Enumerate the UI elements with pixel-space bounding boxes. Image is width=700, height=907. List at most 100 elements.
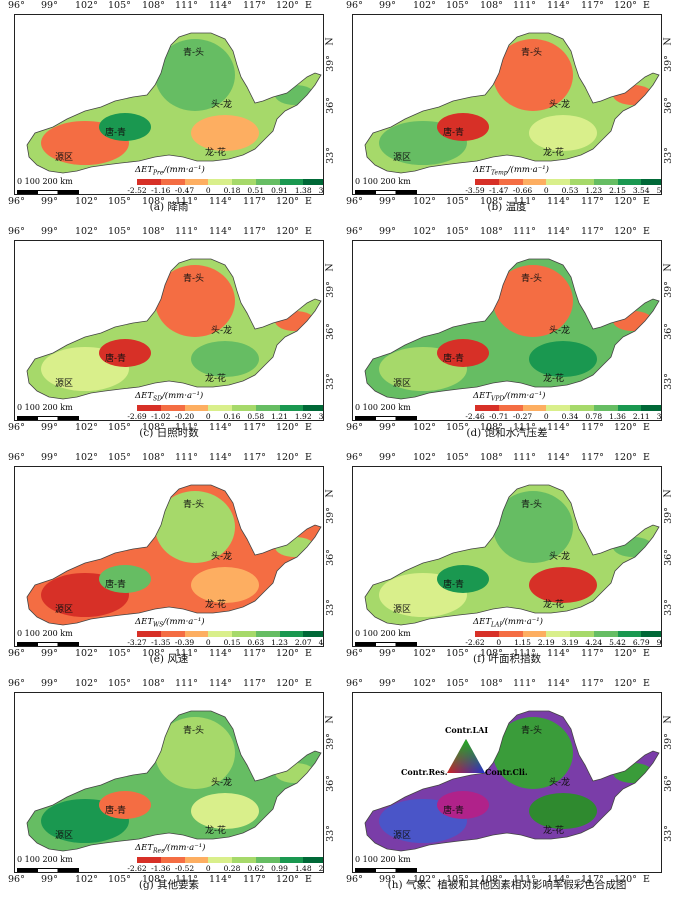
scale-bar-label: 0 100 200 km: [355, 629, 411, 638]
y-tick-label: 33°: [324, 147, 336, 164]
x-tick-label: 120°: [276, 648, 299, 659]
legend-title-unit: /(mm·a⁻¹): [163, 165, 205, 175]
x-tick-label: 99°: [379, 226, 396, 237]
scale-bar: 0 100 200 km: [355, 177, 465, 194]
legend-swatch: [641, 405, 661, 411]
y-tick-label: 36°: [662, 775, 674, 792]
region-label: 唐-青: [105, 806, 127, 816]
x-tick-label: 120°: [276, 226, 299, 237]
x-tick-label: 96°: [8, 0, 25, 11]
x-tick-label: 114°: [209, 678, 232, 689]
region-label: 头-龙: [211, 326, 233, 336]
basin-outline: [364, 32, 660, 174]
x-tick-label: E: [305, 0, 312, 11]
y-tick-label: 36°: [662, 323, 674, 340]
basin-map: [364, 32, 660, 174]
y-unit-label: N: [662, 715, 674, 724]
scale-bar: 0 100 200 km: [355, 403, 465, 420]
x-tick-label: 99°: [41, 648, 58, 659]
legend-label: 9.47: [656, 638, 662, 647]
scale-bar-graphic: [355, 190, 417, 194]
legend-label: 1.23: [271, 638, 288, 647]
region-label: 源区: [393, 379, 412, 389]
x-tick-label: 111°: [513, 874, 536, 885]
x-tick-label: 114°: [547, 452, 570, 463]
legend-title-sub: WS: [153, 621, 164, 629]
basin-outline: [26, 32, 322, 174]
scale-bar: 0 100 200 km: [17, 403, 127, 420]
legend-title-unit: /(mm·a⁻¹): [501, 617, 543, 627]
map-panel: 96° 99° 102° 105° 108° 111° 114° 117° 120° E 96° 99…: [338, 226, 676, 441]
scale-bar: 0 100 200 km: [17, 177, 127, 194]
legend-label: -0.66: [512, 186, 533, 195]
scale-bar: 0 100 200 km: [17, 629, 127, 646]
legend-swatch: [160, 179, 185, 185]
y-unit-label: N: [324, 263, 336, 272]
y-tick-label: 33°: [662, 147, 674, 164]
y-tick-label: 36°: [324, 97, 336, 114]
x-tick-label: 96°: [346, 874, 363, 885]
x-tick-label: 96°: [346, 226, 363, 237]
legend-swatch: [498, 405, 523, 411]
legend-label: 2.11: [632, 412, 650, 421]
x-tick-label: 120°: [276, 874, 299, 885]
region-label: 青-头: [183, 500, 205, 510]
x-tick-label: 120°: [614, 226, 637, 237]
color-legend: ΔETTemp/(mm·a⁻¹) -3.59 -1.47 -0.66 0 0.53 1.23…: [465, 165, 661, 195]
x-tick-label: 102°: [413, 0, 436, 11]
x-tick-label: 120°: [614, 452, 637, 463]
color-legend: ΔETLAI/(mm·a⁻¹) -2.62 0 1.15 2.19 3.19 4.24 5.4…: [465, 617, 662, 647]
legend-label: 4.24: [585, 638, 603, 647]
x-tick-label: 108°: [480, 874, 503, 885]
x-tick-label: 111°: [513, 452, 536, 463]
region-label: 源区: [393, 605, 412, 615]
scale-bar-graphic: [17, 190, 79, 194]
legend-title: ΔETTemp/(mm·a⁻¹): [473, 165, 549, 177]
x-tick-label: 117°: [243, 422, 266, 433]
panel-caption: (c) 日照时数: [139, 427, 199, 439]
x-tick-label: 114°: [209, 0, 232, 11]
x-tick-label: 102°: [413, 874, 436, 885]
basin-map: [364, 484, 660, 626]
x-tick-label: 117°: [581, 452, 604, 463]
color-legend: ΔETWS/(mm·a⁻¹) -3.27 -1.35 -0.39 0 0.15 0.63 1.…: [127, 617, 323, 647]
x-tick-label: 102°: [75, 422, 98, 433]
x-tick-label: 120°: [614, 196, 637, 207]
legend-label: -3.59: [465, 186, 485, 195]
x-tick-label: E: [305, 422, 312, 433]
legend-label: 0.34: [561, 412, 579, 421]
map-panel: 96° 99° 102° 105° 108° 111° 114° 117° 120° E 96° 99…: [0, 678, 338, 893]
legend-labels: -3.27 -1.35-0.39 0 0.15 0.63 1.23 2.07 4.38: [127, 638, 323, 647]
y-tick-label: 33°: [662, 599, 674, 616]
legend-label: -1.36: [151, 864, 171, 873]
basin-outline: [364, 484, 660, 626]
map-panel: 96° 99° 102° 105° 108° 111° 114° 117° 120° E 96° 99…: [0, 452, 338, 667]
legend-label: -2.46: [465, 412, 485, 421]
y-tick-label: 33°: [662, 373, 674, 390]
x-tick-label: 120°: [276, 452, 299, 463]
x-tick-label: 105°: [108, 0, 131, 11]
legend-label: -2.62: [127, 864, 147, 873]
x-tick-label: 99°: [41, 678, 58, 689]
legend-swatch: [232, 179, 256, 185]
legend-swatch: [208, 631, 232, 637]
region-label: 龙-花: [543, 826, 565, 836]
basin-map: [26, 258, 322, 400]
x-tick-label: 111°: [175, 226, 198, 237]
legend-label: -0.47: [174, 186, 195, 195]
legend-label: -1.02: [151, 412, 171, 421]
legend-swatch: [137, 857, 161, 863]
legend-color-bar: [137, 405, 323, 411]
x-tick-label: 99°: [379, 452, 396, 463]
y-tick-label: 33°: [324, 825, 336, 842]
x-tick-label: 117°: [581, 0, 604, 11]
x-tick-label: 105°: [446, 0, 469, 11]
x-tick-label: 111°: [175, 648, 198, 659]
legend-label: -3.27: [127, 638, 147, 647]
x-tick-label: 108°: [142, 422, 165, 433]
legend-label: -2.69: [127, 412, 147, 421]
x-tick-label: E: [305, 452, 312, 463]
x-tick-label: 111°: [513, 678, 536, 689]
basin-outline: [26, 258, 322, 400]
x-tick-label: 111°: [513, 226, 536, 237]
